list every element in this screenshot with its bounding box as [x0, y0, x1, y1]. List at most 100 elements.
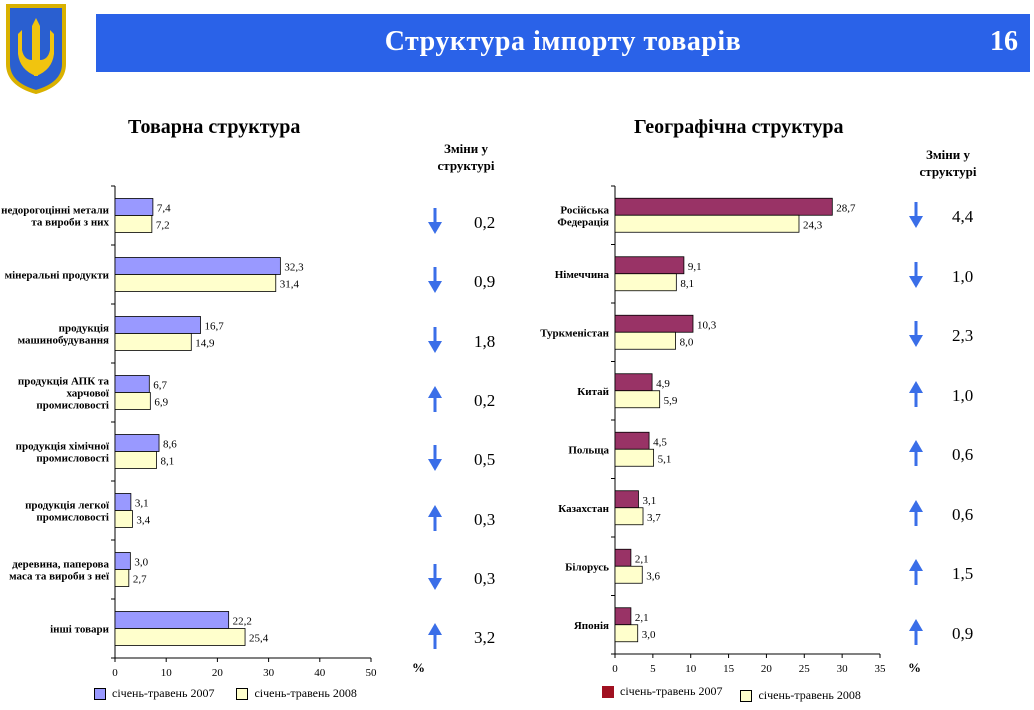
data-label: 32,3	[284, 262, 304, 274]
bar-2007	[614, 607, 632, 626]
arrow-down-icon	[909, 321, 923, 347]
data-label: 28,7	[836, 202, 856, 214]
right-unit-label: %	[908, 660, 921, 675]
data-label: 22,2	[233, 616, 252, 628]
change-value: 3,2	[474, 628, 496, 648]
category-label: Японія	[574, 620, 609, 632]
bar-2008	[614, 390, 661, 409]
x-tick-label: 20	[212, 667, 224, 679]
category-label: недорогоцінні метали та вироби з них	[1, 205, 110, 229]
bar-2008	[114, 333, 192, 351]
category-label: мінеральні продукти	[5, 270, 110, 282]
x-tick-label: 35	[875, 663, 887, 675]
data-label: 3,4	[136, 515, 150, 527]
left-changes-title: Зміни у структурі	[437, 141, 495, 173]
legend-swatch-2008	[236, 687, 249, 700]
bar-2008	[114, 392, 151, 410]
data-label: 3,6	[646, 570, 660, 582]
arrow-up-icon	[909, 380, 923, 407]
change-value: 2,3	[952, 326, 974, 345]
arrow-up-icon	[428, 504, 442, 531]
bar-2007	[114, 257, 281, 275]
left-legend: січень-травень 2007 січень-травень 2008	[94, 686, 379, 701]
category-label: продукція хімічної промисловості	[16, 441, 110, 465]
category-label: деревина, паперова маса та вироби з неї	[9, 559, 110, 583]
bar-2008	[614, 624, 639, 643]
data-label: 7,4	[157, 203, 171, 215]
bar-2008	[114, 451, 157, 469]
change-value: 0,9	[474, 272, 496, 292]
category-label: Казахстан	[558, 503, 609, 515]
legend-item-2008: січень-травень 2008	[236, 686, 357, 701]
change-value: 1,8	[474, 331, 496, 351]
legend-item-2008: січень-травень 2008	[740, 688, 861, 703]
change-value: 0,2	[474, 213, 496, 232]
x-tick-label: 40	[314, 667, 326, 679]
category-label: інші товари	[50, 624, 110, 636]
data-label: 6,7	[153, 380, 167, 392]
data-label: 5,1	[658, 453, 672, 465]
bar-2007	[114, 434, 160, 452]
data-label: 7,2	[156, 220, 170, 232]
arrow-up-icon	[428, 385, 442, 412]
data-label: 8,6	[163, 439, 177, 451]
arrow-down-icon	[428, 563, 442, 590]
arrow-down-icon	[909, 261, 923, 288]
data-label: 8,1	[680, 278, 694, 290]
bar-2007	[114, 493, 132, 511]
category-label: продукція легкої промисловості	[25, 500, 110, 524]
x-tick-label: 10	[161, 667, 173, 679]
change-value: 0,6	[952, 504, 974, 524]
arrow-up-icon	[909, 618, 923, 645]
bar-2007	[114, 316, 201, 334]
bar-2007	[614, 373, 653, 392]
bar-2008	[114, 510, 133, 528]
geographic-structure-chart: 0 5 10 15 20 25 30 35 Російська Федерація 28,7 24,3…	[540, 185, 887, 675]
x-tick-label: 50	[366, 667, 378, 679]
change-value: 1,0	[952, 266, 974, 286]
bar-2008	[614, 448, 655, 467]
x-tick-label: 20	[761, 663, 773, 675]
arrow-down-icon	[428, 445, 442, 472]
page-title: Структура імпорту товарів	[384, 26, 742, 57]
x-tick-label: 25	[799, 663, 811, 675]
change-value: 0,2	[474, 390, 496, 410]
data-label: 9,1	[688, 261, 702, 273]
legend-item-2007: січень-травень 2007	[94, 686, 214, 701]
change-value: 0,5	[474, 450, 496, 470]
data-label: 3,0	[642, 629, 656, 641]
category-label: продукція машинобудування	[18, 323, 109, 347]
arrow-down-icon	[909, 202, 923, 228]
arrow-down-icon	[428, 208, 442, 234]
x-tick-label: 0	[612, 663, 618, 675]
bar-2007	[114, 552, 131, 570]
left-unit-label: %	[412, 660, 425, 675]
bar-2008	[614, 273, 677, 292]
bar-2008	[614, 507, 644, 526]
bar-2008	[114, 274, 277, 292]
x-tick-label: 30	[263, 667, 275, 679]
data-label: 8,1	[160, 456, 174, 468]
data-label: 3,7	[647, 512, 661, 524]
change-value: 4,4	[952, 207, 974, 226]
data-label: 31,4	[280, 279, 300, 291]
change-value: 0,6	[952, 445, 974, 464]
data-label: 6,9	[154, 397, 168, 409]
data-label: 25,4	[249, 633, 269, 645]
arrow-up-icon	[428, 623, 442, 650]
category-label: продукція АПК та харчової промисловості	[18, 376, 110, 412]
title-bar: Структура імпорту товарів 16	[96, 14, 1030, 72]
data-label: 4,9	[656, 378, 670, 390]
category-label: Польща	[568, 444, 609, 456]
change-value: 0,3	[474, 568, 496, 588]
category-label: Китай	[577, 386, 609, 398]
right-changes-title: Зміни у структурі	[919, 147, 977, 179]
legend-swatch-2007	[94, 687, 106, 700]
data-label: 10,3	[697, 319, 717, 331]
change-value: 0,9	[952, 623, 974, 643]
category-label: Туркменістан	[540, 327, 609, 339]
legend-label-2007: січень-травень 2007	[620, 684, 723, 698]
legend-label-2008: січень-травень 2008	[758, 688, 861, 702]
arrow-up-icon	[909, 559, 923, 585]
x-tick-label: 30	[837, 663, 849, 675]
